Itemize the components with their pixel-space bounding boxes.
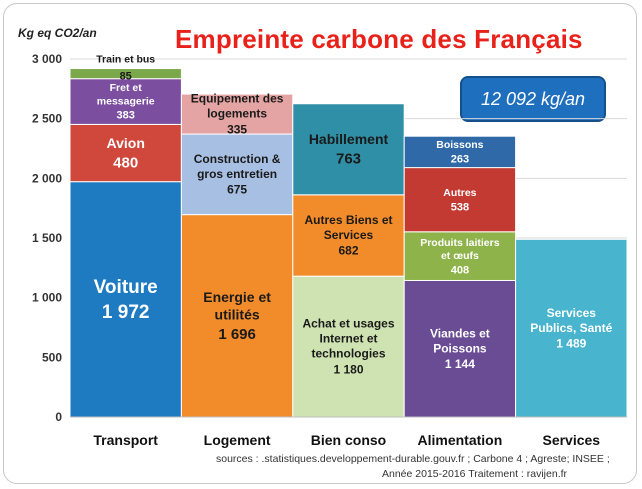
y-tick-label: 2 000 [32,171,62,185]
segment-value: 1 696 [218,326,256,343]
segment-label: et œufs [441,250,479,262]
source-line-1: sources : .statistiques.developpement-du… [216,453,610,465]
bar-segment-construction-gros-entretien [180,133,294,216]
segment-label: Produits laitiers [420,237,500,249]
segment-value: 1 144 [445,357,475,371]
segment-value: 675 [227,183,247,197]
x-tick-label: Transport [93,432,158,448]
segment-label: Achat et usages [302,317,394,331]
segment-label: messagerie [97,95,155,107]
segment-value: 538 [451,201,469,213]
x-tick-label: Alimentation [418,432,503,448]
segment-label: Publics, Santé [530,321,612,335]
segment-label: technologies [311,347,385,361]
bar-segment-voiture [69,181,182,418]
segment-label: Services [324,228,374,242]
y-axis-label: Kg eq CO2/an [18,26,97,40]
segment-value: 682 [338,244,358,258]
segment-label: utilités [215,306,260,322]
bar-segment-boissons [403,135,517,169]
segment-label: Autres [443,187,476,199]
segment-label: Autres Biens et [304,213,392,227]
chart-frame [3,3,637,484]
bar-segment-autres-biens-et-services [292,194,405,277]
bar-segment-services-publics-sante [515,238,628,418]
y-tick-label: 2 500 [32,112,62,126]
bar-segment-achat-et-usages-internet-et-technologies [292,275,405,418]
segment-label: Voiture [94,277,158,298]
segment-value: 1 180 [333,362,363,376]
segment-label: Viandes et [430,326,490,340]
segment-label: Services [547,306,597,320]
segment-value: 335 [227,122,247,136]
segment-label: Fret et [110,82,143,94]
segment-value: 85 [120,70,132,82]
y-tick-label: 3 000 [32,52,62,66]
segment-value: 763 [336,151,361,168]
segment-label: Poissons [433,341,487,355]
segment-value: 480 [113,154,138,171]
segment-value: 383 [117,110,135,122]
segment-label: gros entretien [197,167,277,181]
x-tick-label: Logement [204,432,271,448]
segment-label: Avion [107,135,145,151]
segment-label: Internet et [319,332,377,346]
total-badge: 12 092 kg/an [460,76,606,122]
segment-label: Equipement des [191,92,284,106]
total-label: 12 092 kg/an [480,88,586,109]
segment-label: logements [207,107,267,121]
segment-label: Energie et [203,289,271,305]
y-tick-label: 500 [42,350,62,364]
segment-value: 408 [451,264,469,276]
bar-segment-train-et-bus [69,68,182,80]
source-line-2: Année 2015-2016 Traitement : ravijen.fr [382,468,568,480]
segment-label: Construction & [194,152,281,166]
segment-value: 1 489 [556,336,586,350]
bar-segment-produits-laitiers-et-oeufs [403,231,517,281]
y-tick-label: 1 000 [32,291,62,305]
segment-label: Boissons [436,139,483,151]
segment-value: 263 [451,153,469,165]
bar-segment-avion [69,123,182,183]
chart-title: Empreinte carbone des Français [175,24,583,54]
segment-label: Habillement [309,131,389,147]
segment-value: 1 972 [102,302,150,323]
y-tick-label: 0 [55,410,62,424]
y-tick-label: 1 500 [32,231,62,245]
bar-segment-habillement [292,103,405,196]
x-tick-label: Bien conso [311,432,386,448]
segment-label: Train et bus [96,54,155,66]
bar-segment-equipement-des-logements [180,93,294,135]
x-tick-label: Services [542,432,600,448]
bar-segment-autres [403,167,517,233]
